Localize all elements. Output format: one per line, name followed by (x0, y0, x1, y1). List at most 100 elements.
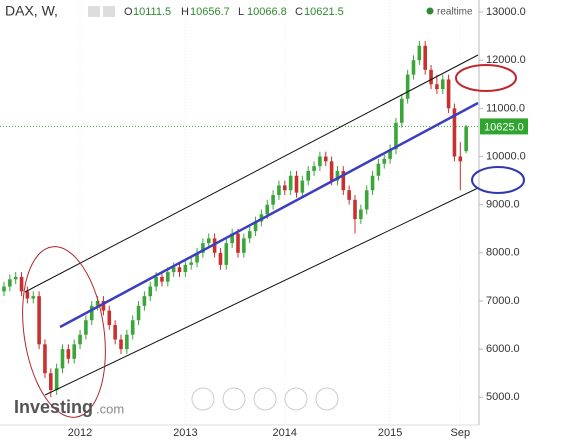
candle-body (72, 344, 76, 359)
candle-body (125, 334, 129, 350)
circle-annotation (22, 246, 106, 418)
scroll-left-button[interactable] (191, 387, 215, 411)
candle-body (43, 344, 47, 374)
candle-body (446, 79, 451, 109)
header-label: H (181, 6, 189, 18)
candle-body (113, 325, 117, 340)
candle-body (253, 221, 258, 232)
last-price-label: 10625.0 (484, 121, 524, 133)
candle-body (400, 98, 404, 123)
candle-body (142, 296, 147, 306)
zoom-controls (191, 387, 339, 411)
y-tick-label: 13000.0 (486, 6, 526, 18)
candle-body (101, 300, 106, 311)
candle-body (335, 170, 340, 181)
circle-annotation (471, 166, 525, 194)
plot (0, 0, 479, 425)
candle-body (13, 276, 18, 280)
candle-body (394, 122, 398, 150)
candle-body (171, 267, 176, 273)
candle-body (364, 190, 369, 210)
logo-suffix: .com (96, 401, 124, 416)
y-tick-label: 8000.0 (486, 247, 520, 259)
candle-body (341, 170, 346, 191)
candle-body (107, 310, 112, 326)
candle-body (206, 238, 211, 244)
candle-body (411, 60, 416, 75)
candle-body (2, 286, 6, 292)
icon[interactable] (88, 6, 100, 17)
logo: Investing (14, 397, 93, 417)
candle-body (323, 156, 328, 162)
candle-body (31, 296, 36, 299)
candle-body (318, 156, 322, 167)
candle-body (236, 233, 240, 253)
candle-body (78, 334, 82, 345)
candle-body (25, 291, 30, 299)
candle-body (312, 166, 316, 171)
candle-body (347, 190, 351, 200)
reset-button[interactable] (253, 387, 277, 411)
candle-body (423, 45, 427, 70)
header-value: 10621.5 (304, 6, 344, 18)
candle-body (294, 175, 299, 193)
candle-body (160, 276, 164, 282)
candle-body (201, 243, 205, 253)
candle-body (417, 45, 422, 61)
candle-body (195, 252, 199, 263)
candle-body (49, 373, 53, 391)
candle-body (166, 272, 170, 282)
channel-lower (44, 187, 479, 396)
candle-body (329, 161, 334, 181)
candle-body (306, 170, 310, 181)
header-label: C (295, 6, 303, 18)
header-value: 10111.5 (133, 6, 171, 18)
candle-body (300, 180, 305, 193)
candle-body (435, 84, 439, 90)
candle-body (353, 199, 357, 220)
candle-body (154, 276, 158, 287)
candle-body (242, 238, 246, 253)
candle-body (66, 349, 71, 359)
y-tick-label: 6000.0 (486, 343, 520, 355)
y-tick-label: 11000.0 (486, 102, 525, 114)
channel-upper (24, 54, 479, 293)
candle-body (119, 339, 123, 350)
candle-body (458, 156, 463, 162)
candle-body (60, 349, 65, 369)
y-tick-label: 7000.0 (486, 295, 520, 307)
realtime-dot (426, 7, 434, 15)
x-tick-label: 2015 (378, 427, 402, 439)
scroll-right-button[interactable] (315, 387, 339, 411)
candle-body (8, 279, 12, 287)
candle-body (452, 108, 457, 157)
candle-body (271, 195, 275, 205)
x-tick-label: 2014 (273, 427, 297, 439)
candle-body (89, 305, 94, 321)
candle-body (388, 149, 392, 159)
chart-title: DAX, W, (5, 3, 58, 19)
x-tick-label: 2013 (173, 427, 197, 439)
y-tick-label: 10000.0 (486, 150, 526, 162)
zoom-out-button[interactable] (222, 387, 246, 411)
candle-body (95, 300, 100, 306)
header-label: L (238, 6, 244, 18)
header-label: O (124, 6, 133, 18)
x-tick-label: Sep (451, 427, 471, 439)
y-tick-label: 5000.0 (486, 391, 520, 403)
x-tick-label: 2012 (68, 427, 92, 439)
candle-body (277, 185, 281, 196)
candle-body (130, 320, 135, 335)
candle-body (84, 320, 88, 335)
candle-body (288, 175, 293, 191)
candle-body (218, 252, 223, 265)
icon[interactable] (103, 6, 115, 17)
zoom-in-button[interactable] (284, 387, 308, 411)
candle-body (359, 209, 363, 220)
candle-body (429, 69, 433, 85)
candle-body (370, 175, 375, 191)
header-value: 10656.7 (190, 6, 230, 18)
candle-body (148, 286, 153, 297)
candle-body (405, 74, 410, 99)
